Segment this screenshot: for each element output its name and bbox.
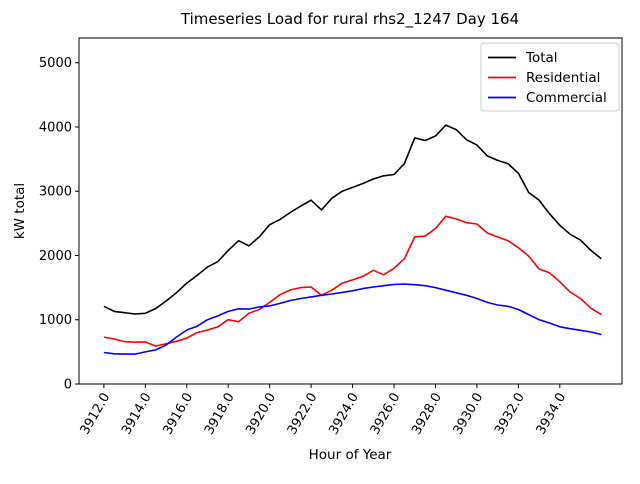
x-axis-ticks: 3912.0 3914.0 3916.0 3918.0 3920.0 3922.0 3924…	[78, 384, 570, 438]
y-tick-label: 5000	[39, 56, 72, 71]
x-tick-label: 3922.0	[285, 391, 321, 438]
legend-label-commercial: Commercial	[526, 90, 607, 106]
x-tick-label: 3930.0	[451, 391, 487, 438]
legend-label-residential: Residential	[526, 70, 600, 86]
x-tick-label: 3918.0	[202, 391, 238, 438]
y-tick-label: 2000	[39, 249, 72, 264]
x-tick-label: 3928.0	[409, 391, 445, 438]
x-tick-label: 3912.0	[78, 391, 114, 438]
legend-box	[480, 42, 620, 112]
legend-label-total: Total	[525, 50, 558, 66]
chart-title: Timeseries Load for rural rhs2_1247 Day …	[180, 10, 519, 29]
y-axis-label: kW total	[12, 183, 28, 239]
x-tick-label: 3924.0	[326, 391, 362, 438]
y-tick-label: 1000	[39, 313, 72, 328]
y-tick-label: 3000	[39, 185, 72, 200]
x-tick-label: 3926.0	[368, 391, 404, 438]
series-line-residential	[103, 215, 602, 347]
series-line-commercial	[103, 283, 602, 355]
legend: Total Residential Commercial	[480, 42, 620, 112]
series-lines	[103, 124, 602, 355]
y-axis-ticks: 0 1000 2000 3000 4000 5000	[39, 56, 79, 393]
x-axis-label: Hour of Year	[309, 447, 392, 463]
x-tick-label: 3934.0	[534, 391, 570, 438]
y-tick-label: 0	[64, 378, 72, 393]
plot-frame	[78, 37, 623, 385]
x-tick-label: 3932.0	[492, 391, 528, 438]
y-tick-label: 4000	[39, 120, 72, 135]
x-tick-label: 3916.0	[160, 391, 196, 438]
series-line-total	[103, 124, 602, 315]
x-tick-label: 3920.0	[243, 391, 279, 438]
x-tick-label: 3914.0	[119, 391, 155, 438]
